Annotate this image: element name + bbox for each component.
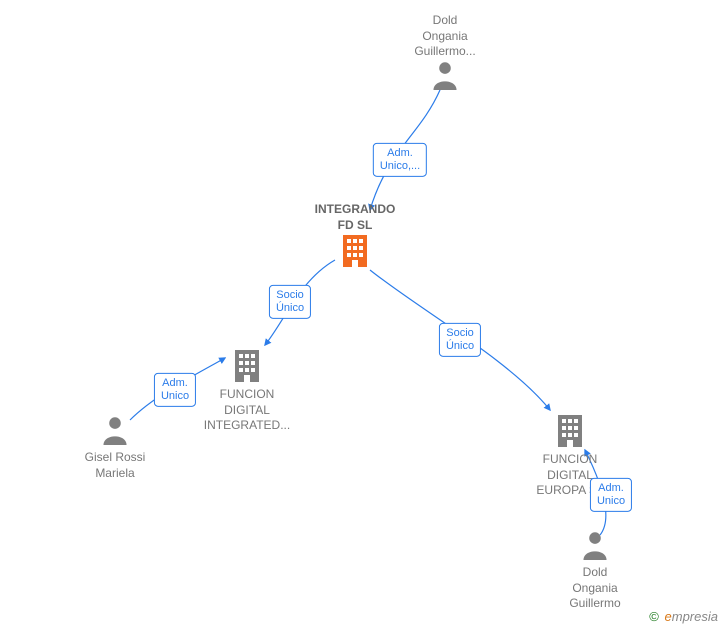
footer-credit: © empresia — [649, 609, 718, 624]
node-label: DoldOnganiaGuillermo — [535, 565, 655, 612]
brand-e: e — [665, 609, 672, 624]
node-dold_top[interactable]: DoldOnganiaGuillermo... — [385, 13, 505, 95]
person-icon — [385, 60, 505, 95]
edge-label: Adm.Unico,... — [373, 143, 427, 177]
node-label: Gisel RossiMariela — [55, 450, 175, 481]
diagram-canvas: DoldOnganiaGuillermo... INTEGRANDOFD SL … — [0, 0, 728, 630]
node-gisel[interactable]: Gisel RossiMariela — [55, 415, 175, 481]
copyright-symbol: © — [649, 609, 659, 624]
node-label: DoldOnganiaGuillermo... — [385, 13, 505, 60]
node-label: INTEGRANDOFD SL — [295, 202, 415, 233]
person-icon — [535, 530, 655, 565]
person-icon — [55, 415, 175, 450]
edge-label: SocioÚnico — [269, 285, 311, 319]
node-integrando[interactable]: INTEGRANDOFD SL — [295, 202, 415, 272]
edge-label: SocioÚnico — [439, 323, 481, 357]
building-icon — [510, 413, 630, 452]
node-dold_bottom[interactable]: DoldOnganiaGuillermo — [535, 530, 655, 612]
node-funcion_integrated[interactable]: FUNCIONDIGITALINTEGRATED... — [187, 348, 307, 434]
building-icon — [187, 348, 307, 387]
edge-label: Adm.Unico — [154, 373, 196, 407]
edge-label: Adm.Unico — [590, 478, 632, 512]
node-label: FUNCIONDIGITALINTEGRATED... — [187, 387, 307, 434]
brand-rest: mpresia — [672, 609, 718, 624]
building-icon — [295, 233, 415, 272]
